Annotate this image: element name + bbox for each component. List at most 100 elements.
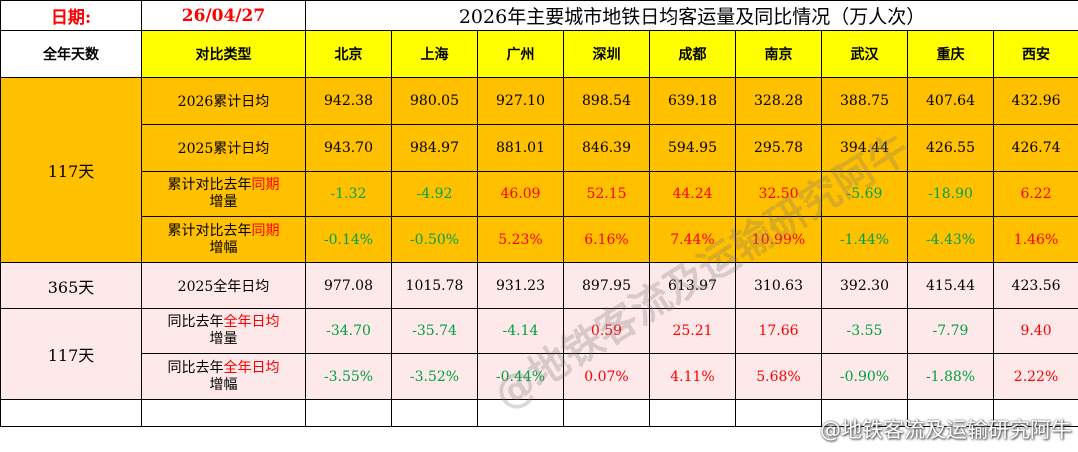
ridership-table: 日期: 26/04/27 2026年主要城市地铁日均客运量及同比情况（万人次） … <box>0 0 1078 427</box>
city-header: 深圳 <box>563 30 650 78</box>
table-cell: 295.78 <box>735 124 822 172</box>
table-cell: 423.56 <box>992 262 1078 309</box>
table-cell: -3.52% <box>391 353 478 400</box>
table-cell: 44.24 <box>649 171 736 217</box>
table-cell: 0.59 <box>563 308 650 354</box>
empty-cell <box>649 399 736 427</box>
city-header: 成都 <box>649 30 736 78</box>
city-header: 武汉 <box>821 30 908 78</box>
date-value: 26/04/27 <box>141 0 306 31</box>
row-label-part: 累计对比去年 <box>167 177 252 193</box>
table-cell: 984.97 <box>391 124 478 172</box>
empty-cell <box>477 399 564 427</box>
row-label-part: 同比去年 <box>167 314 224 330</box>
table-title: 2026年主要城市地铁日均客运量及同比情况（万人次） <box>304 0 1078 31</box>
empty-cell <box>907 399 994 427</box>
table-cell: 394.44 <box>821 124 908 172</box>
table-cell: -3.55% <box>305 353 392 400</box>
table-cell: -4.43% <box>907 216 994 263</box>
table-cell: 407.64 <box>907 77 994 125</box>
empty-cell <box>735 399 822 427</box>
table-cell: -4.92 <box>391 171 478 217</box>
row-label: 2026累计日均 <box>141 77 306 125</box>
table-cell: 4.11% <box>649 353 736 400</box>
days-header: 全年天数 <box>0 30 142 78</box>
row-label-part: 同比去年 <box>167 359 224 376</box>
row-label: 2025累计日均 <box>141 124 306 172</box>
table-cell: 426.55 <box>907 124 994 172</box>
row-label: 累计对比去年同期 增量 <box>141 171 306 217</box>
table-cell: -0.90% <box>821 353 908 400</box>
table-cell: 5.68% <box>735 353 822 400</box>
table-cell: 415.44 <box>907 262 994 309</box>
table-cell: -1.88% <box>907 353 994 400</box>
table-cell: -0.50% <box>391 216 478 263</box>
city-header: 上海 <box>391 30 478 78</box>
table-cell: 881.01 <box>477 124 564 172</box>
table-cell: 7.44% <box>649 216 736 263</box>
row-label-part: 增幅 <box>209 376 238 393</box>
empty-cell <box>563 399 650 427</box>
row-label: 同比去年全年日均 增量 <box>141 308 306 354</box>
row-label-highlight: 同期 <box>251 222 280 239</box>
table-cell: 432.96 <box>992 77 1078 125</box>
table-cell: -7.79 <box>907 308 994 354</box>
row-label: 累计对比去年同期 增幅 <box>141 216 306 263</box>
table-cell: -34.70 <box>305 308 392 354</box>
table-cell: 594.95 <box>649 124 736 172</box>
table-cell: 46.09 <box>477 171 564 217</box>
table-cell: 328.28 <box>735 77 822 125</box>
table-cell: 1015.78 <box>391 262 478 309</box>
group-days: 117天 <box>0 308 142 400</box>
row-label-highlight: 同期 <box>251 177 280 193</box>
table-cell: 392.30 <box>821 262 908 309</box>
table-cell: 898.54 <box>563 77 650 125</box>
table-cell: 310.63 <box>735 262 822 309</box>
date-label: 日期: <box>0 0 142 31</box>
table-cell: -1.44% <box>821 216 908 263</box>
table-cell: 6.16% <box>563 216 650 263</box>
table-cell: 25.21 <box>649 308 736 354</box>
table-cell: -5.69 <box>821 171 908 217</box>
table-cell: 980.05 <box>391 77 478 125</box>
empty-cell <box>0 399 142 427</box>
table-cell: 931.23 <box>477 262 564 309</box>
table-cell: 5.23% <box>477 216 564 263</box>
city-header: 北京 <box>305 30 392 78</box>
row-label-part: 增量 <box>209 194 238 210</box>
table-cell: 942.38 <box>305 77 392 125</box>
group-days: 117天 <box>0 77 142 263</box>
row-label: 同比去年全年日均 增幅 <box>141 353 306 400</box>
table-cell: 10.99% <box>735 216 822 263</box>
empty-cell <box>391 399 478 427</box>
empty-cell <box>992 399 1078 427</box>
table-cell: 17.66 <box>735 308 822 354</box>
table-cell: -0.44% <box>477 353 564 400</box>
table-cell: 943.70 <box>305 124 392 172</box>
empty-cell <box>821 399 908 427</box>
table-cell: -35.74 <box>391 308 478 354</box>
table-cell: 0.07% <box>563 353 650 400</box>
table-cell: 1.46% <box>992 216 1078 263</box>
group-days: 365天 <box>0 262 142 309</box>
row-label-highlight: 全年日均 <box>223 359 280 376</box>
row-label: 2025全年日均 <box>141 262 306 309</box>
table-cell: 897.95 <box>563 262 650 309</box>
table-cell: -3.55 <box>821 308 908 354</box>
type-header: 对比类型 <box>141 30 306 78</box>
row-label-part: 增量 <box>209 331 238 347</box>
row-label-highlight: 全年日均 <box>223 314 280 330</box>
table-cell: -0.14% <box>305 216 392 263</box>
table-cell: -18.90 <box>907 171 994 217</box>
city-header: 广州 <box>477 30 564 78</box>
table-cell: 2.22% <box>992 353 1078 400</box>
table-cell: 613.97 <box>649 262 736 309</box>
row-label-part: 增幅 <box>209 239 238 256</box>
table-cell: -4.14 <box>477 308 564 354</box>
table-cell: 32.50 <box>735 171 822 217</box>
empty-cell <box>305 399 392 427</box>
row-label-part: 累计对比去年 <box>167 222 252 239</box>
city-header: 南京 <box>735 30 822 78</box>
table-cell: 9.40 <box>992 308 1078 354</box>
watermark-corner: @地铁客流及运输研究阿牛 <box>820 418 1072 442</box>
